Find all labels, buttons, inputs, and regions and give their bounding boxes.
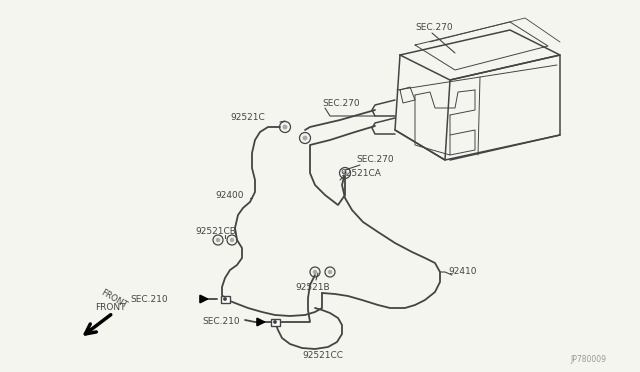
Circle shape xyxy=(313,270,317,274)
Text: 92521CC: 92521CC xyxy=(302,350,343,359)
Circle shape xyxy=(224,298,226,300)
Circle shape xyxy=(342,170,348,176)
Circle shape xyxy=(282,125,287,129)
Text: 92521CA: 92521CA xyxy=(340,170,381,179)
Text: SEC.270: SEC.270 xyxy=(356,155,394,164)
Text: FRONT: FRONT xyxy=(95,304,125,312)
Circle shape xyxy=(303,135,307,141)
Text: SEC.270: SEC.270 xyxy=(322,99,360,109)
Circle shape xyxy=(274,321,276,323)
Circle shape xyxy=(328,270,332,274)
Circle shape xyxy=(230,238,234,242)
Bar xyxy=(271,318,280,326)
Text: 92410: 92410 xyxy=(448,267,477,276)
Text: 92400: 92400 xyxy=(215,190,243,199)
Text: 92521CB: 92521CB xyxy=(195,228,236,237)
Text: FRONT: FRONT xyxy=(99,288,129,310)
Circle shape xyxy=(216,238,220,242)
Text: SEC.210: SEC.210 xyxy=(130,295,168,304)
Text: SEC.210: SEC.210 xyxy=(202,317,239,327)
Text: 92521B: 92521B xyxy=(295,283,330,292)
Text: JP780009: JP780009 xyxy=(570,356,606,365)
Text: 92521C: 92521C xyxy=(230,113,265,122)
Text: SEC.270: SEC.270 xyxy=(415,23,452,32)
Bar xyxy=(221,295,230,302)
